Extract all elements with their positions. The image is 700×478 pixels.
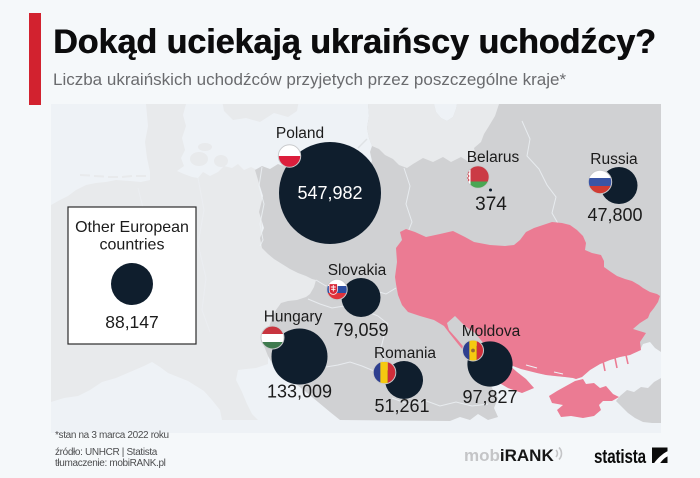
svg-text:88,147: 88,147: [105, 312, 159, 332]
svg-text:47,800: 47,800: [587, 205, 642, 225]
svg-text:51,261: 51,261: [374, 396, 429, 416]
svg-text:374: 374: [475, 194, 507, 215]
svg-text:79,059: 79,059: [333, 320, 388, 340]
svg-text:Slovakia: Slovakia: [328, 262, 387, 279]
svg-text:Other European: Other European: [75, 219, 189, 236]
svg-text:Belarus: Belarus: [467, 149, 520, 166]
svg-text:97,827: 97,827: [462, 387, 517, 407]
svg-text:133,009: 133,009: [267, 382, 332, 402]
svg-text:countries: countries: [100, 237, 165, 254]
svg-text:Romania: Romania: [374, 345, 436, 362]
svg-text:547,982: 547,982: [297, 183, 362, 203]
svg-text:Moldova: Moldova: [462, 323, 521, 340]
svg-text:Russia: Russia: [590, 151, 638, 168]
svg-text:Hungary: Hungary: [264, 309, 323, 326]
svg-text:Poland: Poland: [276, 125, 324, 142]
